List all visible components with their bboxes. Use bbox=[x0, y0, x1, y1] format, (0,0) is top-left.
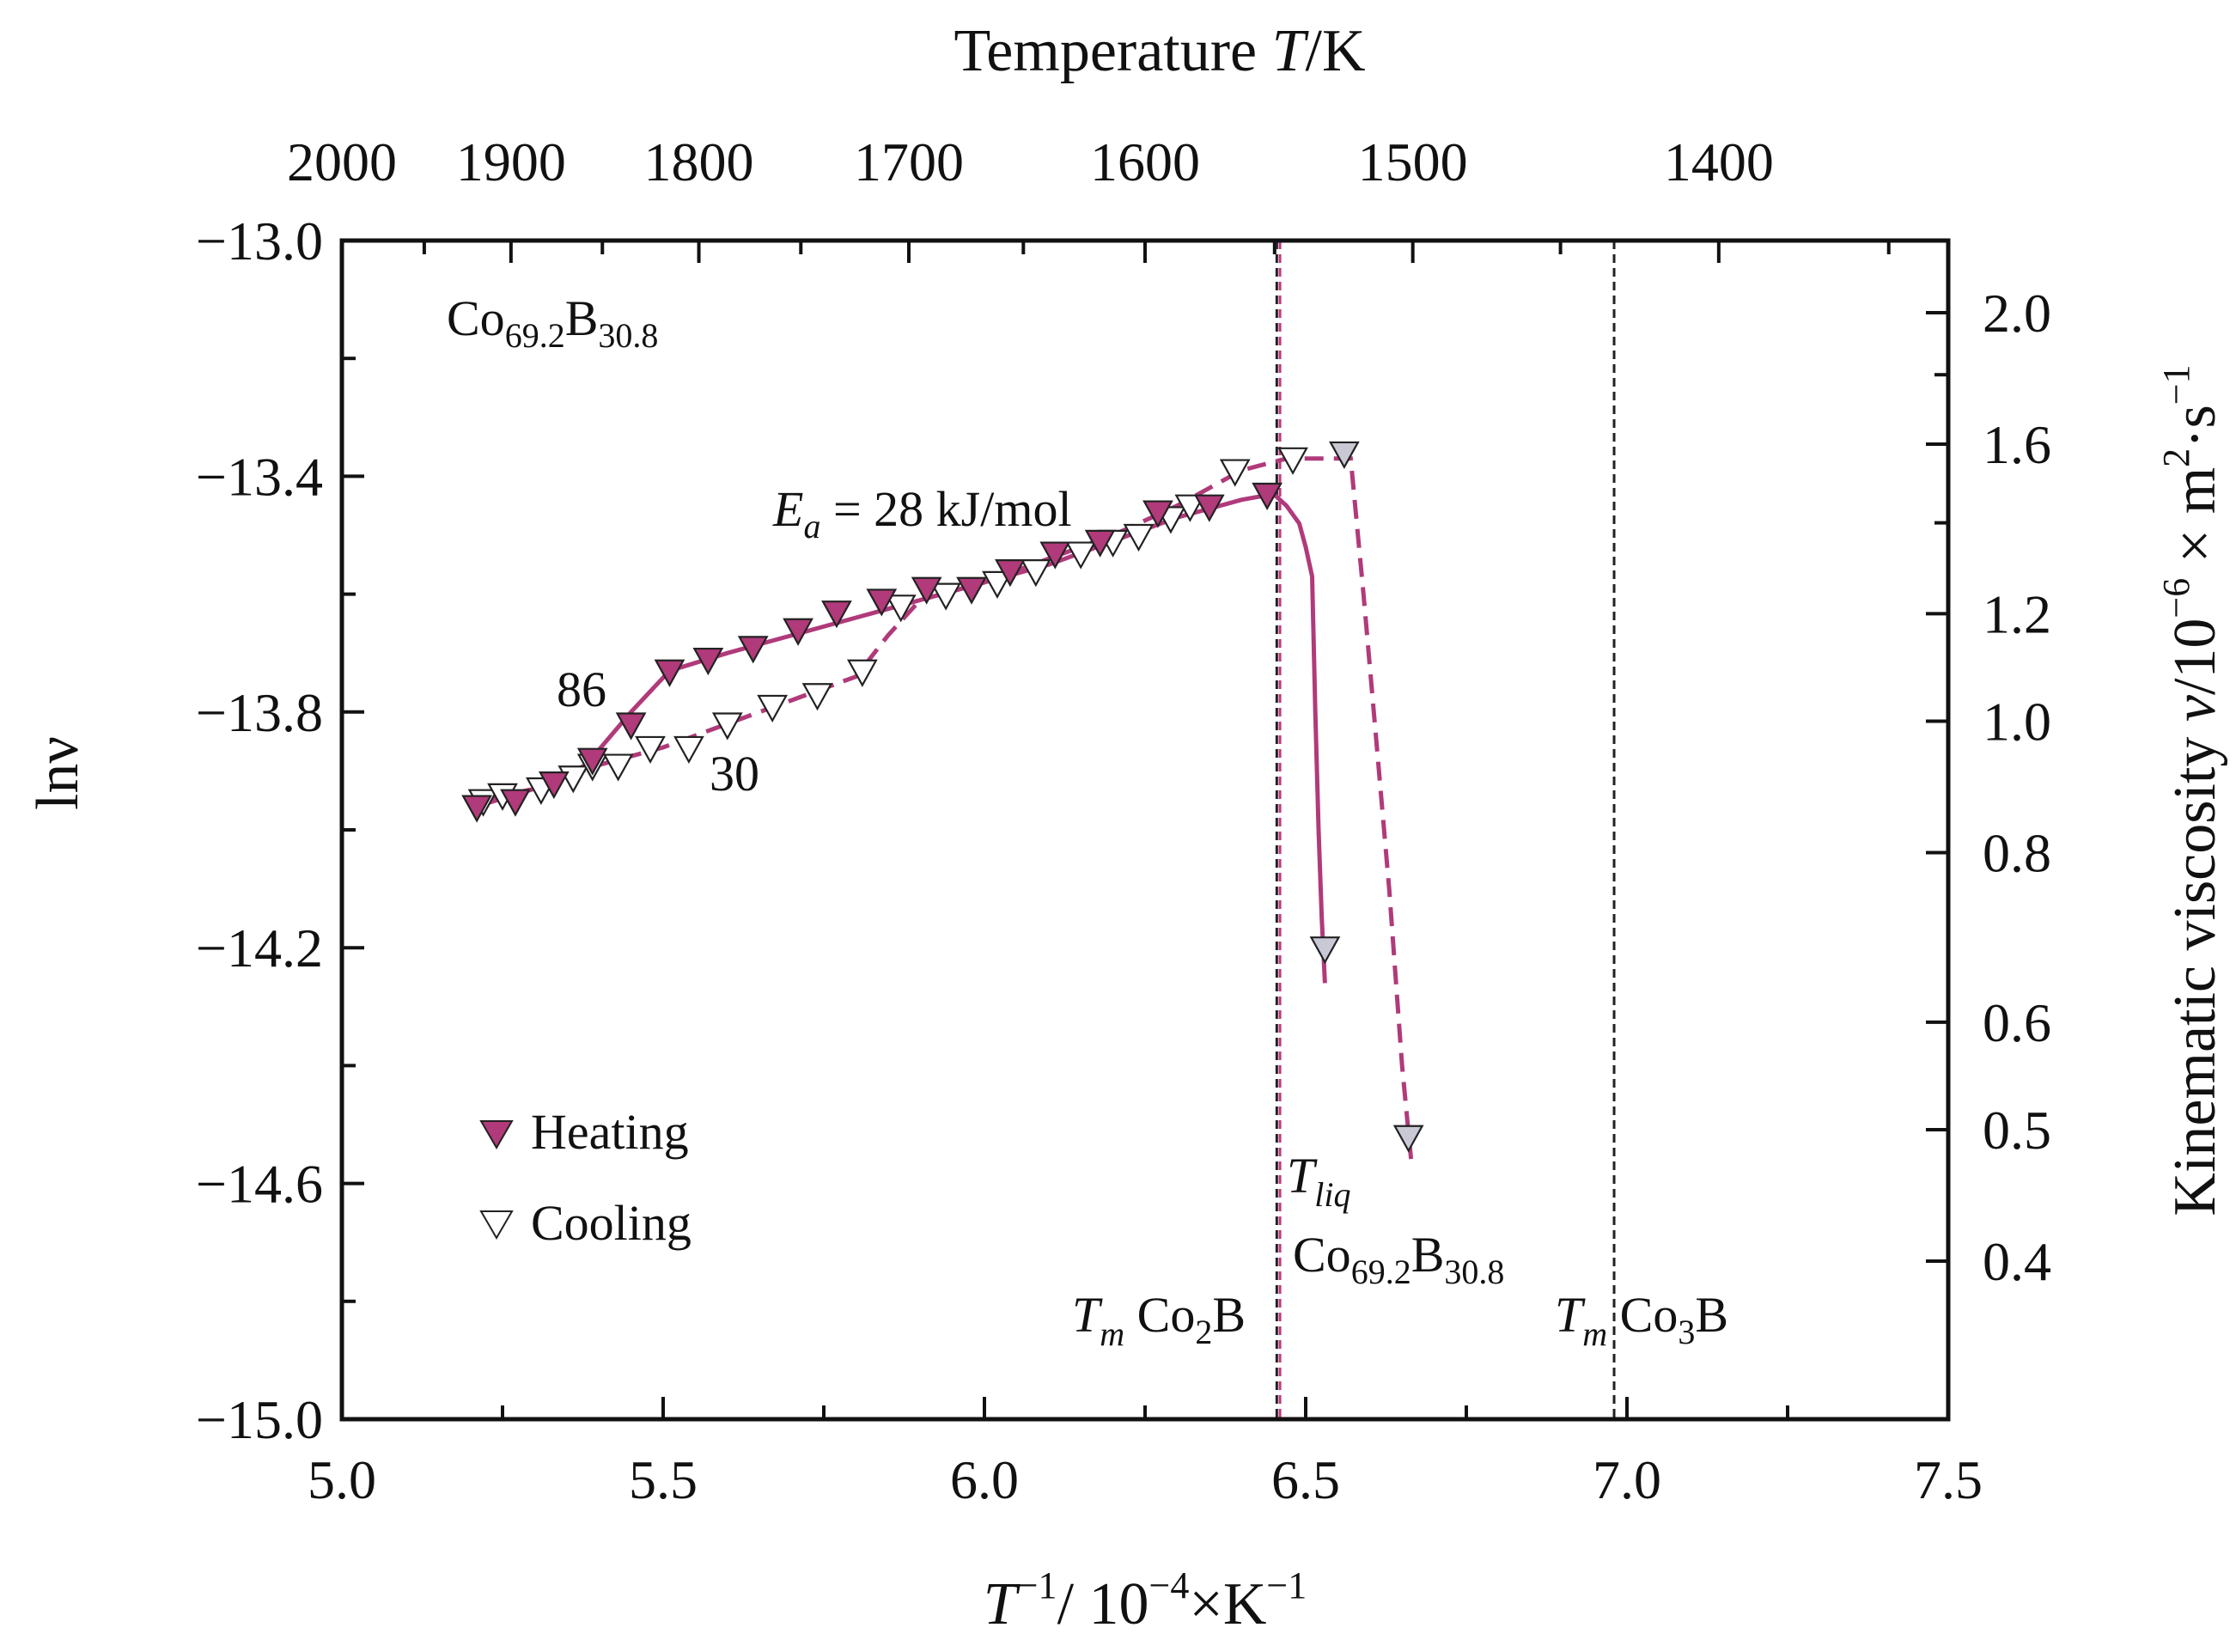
y-tick-label: −15.0 bbox=[196, 1389, 323, 1450]
undercooled-point bbox=[1309, 936, 1341, 965]
fit-curves bbox=[476, 456, 1414, 1167]
top-tick-label: 1700 bbox=[854, 131, 964, 192]
cooling-point bbox=[982, 570, 1013, 599]
reference-lines bbox=[1275, 241, 1616, 1419]
heating-fit-curve bbox=[476, 491, 1327, 984]
heating-point bbox=[654, 659, 685, 687]
cooling-point bbox=[847, 659, 878, 687]
heating-point bbox=[461, 795, 492, 823]
heating-point bbox=[911, 576, 942, 605]
legend-heating-label: Heating bbox=[531, 1104, 689, 1160]
cooling-point bbox=[801, 683, 833, 711]
heating-point bbox=[1142, 500, 1173, 528]
tliq-label: Tliq bbox=[1287, 1148, 1351, 1214]
cooling-point bbox=[1277, 447, 1308, 475]
cooling-point bbox=[757, 694, 789, 723]
right-tick-label: 1.0 bbox=[1983, 691, 2051, 752]
x-tick-label: 7.5 bbox=[1914, 1449, 1983, 1510]
right-tick-label: 0.5 bbox=[1983, 1100, 2051, 1161]
legend: Heating Cooling bbox=[479, 1104, 692, 1251]
heating-point bbox=[995, 559, 1026, 588]
heating-point bbox=[1193, 494, 1225, 522]
legend-cooling-marker bbox=[479, 1210, 514, 1240]
top-tick-label: 2000 bbox=[287, 131, 397, 192]
heating-point bbox=[866, 588, 898, 617]
heating-point bbox=[737, 636, 769, 664]
data-markers bbox=[461, 441, 1424, 1153]
right-tick-label: 0.8 bbox=[1983, 823, 2051, 884]
alloy-label: Co69.2B30.8 bbox=[447, 290, 658, 355]
undercooled-point bbox=[1329, 441, 1360, 470]
top-tick-label: 1400 bbox=[1664, 131, 1774, 192]
right-axis-title: Kinematic viscosity ν/10−6 × m2·s−1 bbox=[2155, 364, 2228, 1216]
top-axis-title: Temperature T/K bbox=[953, 18, 1365, 84]
cooling-point bbox=[885, 594, 917, 623]
cooling-point bbox=[1065, 541, 1097, 570]
cooling-point bbox=[1123, 523, 1155, 552]
right-tick-label: 2.0 bbox=[1983, 283, 2051, 344]
top-tick-label: 1500 bbox=[1358, 131, 1468, 192]
cooling-point bbox=[711, 712, 743, 741]
x-tick-label: 5.5 bbox=[629, 1449, 698, 1510]
cooling-point bbox=[635, 735, 666, 765]
undercooled-point bbox=[1392, 1125, 1424, 1153]
x-axis-title: T−1/ 10−4×K−1 bbox=[984, 1564, 1307, 1637]
cooling-point bbox=[1174, 494, 1206, 522]
legend-cooling-label: Cooling bbox=[531, 1195, 692, 1251]
plot-frame bbox=[339, 238, 1951, 1422]
legend-heating-marker bbox=[479, 1120, 514, 1149]
cooling-point bbox=[1020, 559, 1051, 588]
y-tick-label: −13.4 bbox=[196, 446, 323, 507]
heating-point bbox=[821, 600, 852, 629]
cooling-point bbox=[1219, 459, 1251, 487]
heating-point bbox=[500, 789, 531, 817]
heating-point bbox=[1084, 529, 1116, 558]
heating-rate-label: 86 bbox=[557, 661, 606, 717]
y-axis-title: lnν bbox=[25, 736, 91, 810]
top-tick-label: 1600 bbox=[1090, 131, 1200, 192]
heating-point bbox=[956, 576, 987, 605]
cooling-fit-curve bbox=[483, 456, 1414, 1167]
cooling-point bbox=[930, 582, 961, 611]
y-tick-label: −13.0 bbox=[196, 210, 323, 271]
y-tick-label: −14.2 bbox=[196, 917, 323, 978]
heating-point bbox=[1252, 482, 1283, 511]
heating-point bbox=[576, 747, 608, 776]
heating-point bbox=[692, 647, 724, 676]
right-tick-label: 0.4 bbox=[1983, 1231, 2051, 1292]
top-tick-label: 1800 bbox=[644, 131, 754, 192]
x-tick-label: 6.5 bbox=[1271, 1449, 1340, 1510]
heating-point bbox=[1039, 541, 1071, 570]
heating-point bbox=[538, 771, 570, 800]
right-tick-label: 1.2 bbox=[1983, 583, 2051, 644]
tm-co2b-label: Tm Co2B bbox=[1072, 1287, 1246, 1353]
activation-energy-label: Ea = 28 kJ/mol bbox=[772, 481, 1072, 546]
tm-co3b-label: Tm Co3B bbox=[1555, 1287, 1728, 1353]
right-tick-label: 1.6 bbox=[1983, 414, 2051, 475]
cooling-point bbox=[602, 753, 634, 782]
heating-point bbox=[783, 618, 813, 646]
top-tick-label: 1900 bbox=[456, 131, 566, 192]
x-tick-label: 6.0 bbox=[950, 1449, 1019, 1510]
x-tick-label: 5.0 bbox=[308, 1449, 376, 1510]
tick-labels: 5.0 5.5 6.0 6.5 7.0 7.5 −13.0 −13.4 −13.8 −14.2 −1… bbox=[196, 131, 2051, 1510]
cooling-rate-label: 30 bbox=[710, 746, 759, 802]
y-tick-label: −13.8 bbox=[196, 682, 323, 743]
x-tick-label: 7.0 bbox=[1593, 1449, 1661, 1510]
heating-point bbox=[615, 712, 647, 741]
tliq-alloy-label: Co69.2B30.8 bbox=[1293, 1227, 1504, 1291]
y-tick-label: −14.6 bbox=[196, 1154, 323, 1215]
cooling-point bbox=[673, 735, 704, 765]
right-tick-label: 0.6 bbox=[1983, 992, 2051, 1053]
